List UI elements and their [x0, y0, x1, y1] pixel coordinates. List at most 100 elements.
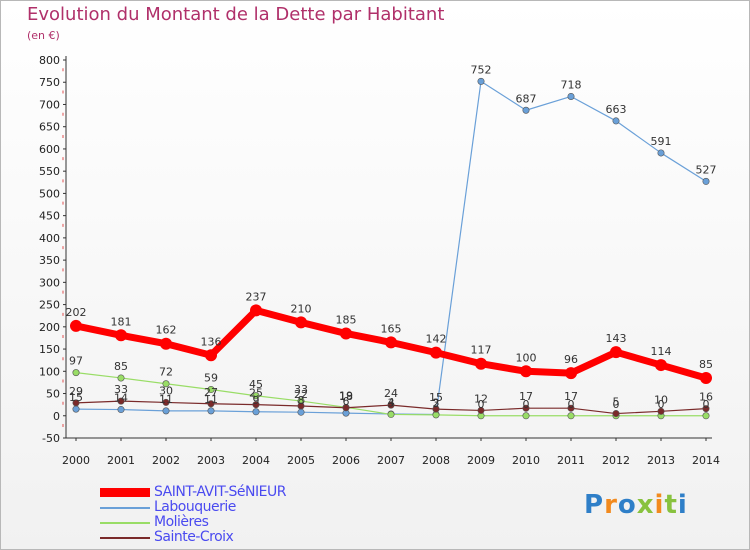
data-label: 33: [294, 383, 308, 396]
data-label: 14: [114, 392, 128, 405]
y-tick-label: 650: [39, 121, 60, 134]
legend-swatch-sainte-croix: [100, 537, 150, 539]
y-tick-label: 350: [39, 254, 60, 267]
data-label: 5: [613, 396, 620, 409]
data-label: 18: [339, 390, 353, 403]
x-tick-label: 2001: [107, 454, 135, 467]
data-point: [657, 149, 665, 157]
logo-letter: o: [617, 490, 637, 520]
data-label: 663: [606, 103, 627, 116]
x-tick-label: 2006: [332, 454, 360, 467]
y-tick-label: 750: [39, 76, 60, 89]
y-tick-label: 400: [39, 232, 60, 245]
data-point: [297, 402, 305, 410]
data-label: 0: [523, 398, 530, 411]
data-point: [655, 359, 667, 372]
data-label: 591: [651, 135, 672, 148]
data-point: [702, 177, 710, 185]
data-point: [700, 371, 712, 384]
legend-swatch-molieres: [100, 522, 150, 524]
data-point: [612, 117, 620, 125]
data-label: 15: [69, 391, 83, 404]
data-label: 59: [204, 372, 218, 385]
legend-label-saint-avit: SAINT-AVIT-SéNIEUR: [154, 484, 286, 500]
data-point: [520, 365, 532, 378]
y-tick-label: 300: [39, 276, 60, 289]
chart-subtitle: (en €): [27, 29, 60, 42]
data-point: [207, 407, 215, 415]
data-point: [162, 398, 170, 406]
y-tick-label: 550: [39, 165, 60, 178]
data-label: 100: [516, 351, 537, 364]
y-tick-label: 700: [39, 98, 60, 111]
legend-swatch-saint-avit: [100, 488, 150, 497]
data-point: [477, 406, 485, 414]
y-tick-label: 50: [46, 388, 60, 401]
data-label: 85: [699, 358, 713, 371]
x-tick-label: 2000: [62, 454, 90, 467]
logo-letter: x: [636, 490, 655, 520]
data-point: [250, 304, 262, 317]
proxiti-logo: Proxiti: [584, 490, 688, 520]
y-tick-label: 150: [39, 343, 60, 356]
data-point: [522, 106, 530, 114]
data-label: 17: [564, 390, 578, 403]
data-label: 527: [696, 163, 717, 176]
data-point: [252, 392, 260, 400]
x-tick-label: 2013: [647, 454, 675, 467]
x-tick-label: 2005: [287, 454, 315, 467]
data-label: 0: [658, 398, 665, 411]
data-label: 0: [613, 398, 620, 411]
data-label: 4: [388, 396, 395, 409]
data-label: 85: [114, 360, 128, 373]
data-label: 97: [69, 355, 83, 368]
logo-letter: P: [584, 490, 605, 520]
x-tick-label: 2009: [467, 454, 495, 467]
data-point: [432, 405, 440, 413]
data-point: [342, 404, 350, 412]
y-tick-label: -50: [42, 432, 60, 445]
data-point: [252, 401, 260, 409]
data-label: 24: [384, 387, 398, 400]
data-point: [475, 357, 487, 370]
line-chart: -500501001502002503003504004505005506006…: [39, 54, 720, 467]
data-point: [117, 397, 125, 405]
data-point: [340, 327, 352, 340]
data-point: [385, 336, 397, 349]
data-point: [522, 404, 530, 412]
data-point: [205, 349, 217, 362]
data-label: 687: [516, 92, 537, 105]
logo-letter: i: [654, 490, 665, 520]
data-point: [567, 92, 575, 100]
data-point: [72, 405, 80, 413]
y-tick-label: 450: [39, 210, 60, 223]
data-label: 30: [159, 384, 173, 397]
data-label: 117: [471, 344, 492, 357]
y-tick-label: 250: [39, 299, 60, 312]
data-label: 45: [249, 378, 263, 391]
data-point: [702, 412, 710, 420]
data-point: [567, 412, 575, 420]
data-point: [252, 408, 260, 416]
data-point: [432, 411, 440, 419]
data-label: 27: [204, 386, 218, 399]
data-label: 0: [703, 398, 710, 411]
x-tick-label: 2012: [602, 454, 630, 467]
data-label: 0: [568, 398, 575, 411]
data-label: 0: [478, 398, 485, 411]
data-point: [387, 410, 395, 418]
data-label: 16: [699, 391, 713, 404]
data-label: 33: [114, 383, 128, 396]
data-label: 162: [156, 324, 177, 337]
x-tick-label: 2004: [242, 454, 270, 467]
x-tick-label: 2002: [152, 454, 180, 467]
logo-letter: r: [604, 490, 618, 520]
data-point: [115, 329, 127, 342]
y-tick-label: 0: [53, 410, 60, 423]
legend-label-labouquerie: Labouquerie: [154, 499, 236, 515]
data-label: 9: [253, 394, 260, 407]
data-label: 29: [69, 385, 83, 398]
logo-letter: i: [677, 490, 688, 520]
y-tick-label: 800: [39, 54, 60, 67]
